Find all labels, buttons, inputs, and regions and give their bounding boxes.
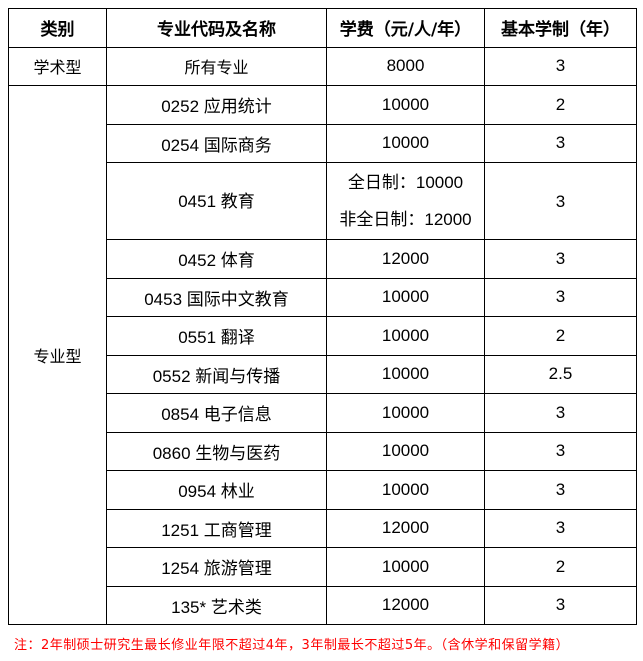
table-row: 0552 新闻与传播 10000 2.5 bbox=[9, 354, 637, 394]
category-cell: 专业型 bbox=[8, 85, 107, 625]
fee-cell: 10000 bbox=[326, 316, 485, 356]
table-row: 0254 国际商务 10000 3 bbox=[9, 123, 637, 163]
table-row: 1251 工商管理 12000 3 bbox=[9, 508, 637, 548]
table-row: 0451 教育 全日制：10000 非全日制：12000 3 bbox=[9, 162, 637, 240]
years-cell: 3 bbox=[484, 162, 637, 240]
years-cell: 3 bbox=[484, 277, 637, 317]
fee-cell: 10000 bbox=[326, 431, 485, 471]
major-cell: 0451 教育 bbox=[106, 162, 327, 240]
years-cell: 3 bbox=[484, 46, 637, 86]
table-row: 专业型 0252 应用统计 10000 2 bbox=[8, 85, 637, 625]
fee-cell: 10000 bbox=[326, 85, 485, 125]
fee-cell: 10000 bbox=[326, 547, 485, 587]
years-cell: 3 bbox=[484, 508, 637, 548]
fee-cell: 10000 bbox=[326, 393, 485, 433]
major-cell: 0254 国际商务 bbox=[106, 123, 327, 163]
major-cell: 0552 新闻与传播 bbox=[106, 354, 327, 394]
fee-cell: 10000 bbox=[326, 354, 485, 394]
fee-full-time: 全日制：10000 bbox=[347, 173, 464, 192]
major-cell: 1254 旅游管理 bbox=[106, 547, 327, 587]
fee-cell: 12000 bbox=[326, 585, 485, 625]
header-category: 类别 bbox=[8, 8, 107, 48]
fee-cell: 10000 bbox=[326, 470, 485, 510]
table-row: 135* 艺术类 12000 3 bbox=[9, 585, 637, 625]
years-cell: 2 bbox=[484, 316, 637, 356]
years-cell: 2 bbox=[484, 85, 637, 125]
major-cell: 0452 体育 bbox=[106, 239, 327, 279]
header-years: 基本学制（年） bbox=[484, 8, 637, 48]
major-cell: 135* 艺术类 bbox=[106, 585, 327, 625]
tuition-table: 类别 专业代码及名称 学费（元/人/年） 基本学制（年） 学术型 所有专业 80… bbox=[8, 8, 637, 625]
header-row: 类别 专业代码及名称 学费（元/人/年） 基本学制（年） bbox=[8, 8, 637, 48]
major-cell: 0854 电子信息 bbox=[106, 393, 327, 433]
fee-cell: 8000 bbox=[326, 46, 485, 86]
years-cell: 3 bbox=[484, 393, 637, 433]
table-row: 0551 翻译 10000 2 bbox=[9, 316, 637, 356]
fee-cell: 12000 bbox=[326, 508, 485, 548]
fee-part-time: 非全日制：12000 bbox=[339, 210, 472, 229]
fee-cell: 12000 bbox=[326, 239, 485, 279]
table-row: 0854 电子信息 10000 3 bbox=[9, 393, 637, 433]
years-cell: 2 bbox=[484, 547, 637, 587]
table-row: 0453 国际中文教育 10000 3 bbox=[9, 277, 637, 317]
major-cell: 1251 工商管理 bbox=[106, 508, 327, 548]
fee-cell: 10000 bbox=[326, 123, 485, 163]
header-fee: 学费（元/人/年） bbox=[326, 8, 485, 48]
years-cell: 3 bbox=[484, 239, 637, 279]
fee-cell: 全日制：10000 非全日制：12000 bbox=[326, 162, 485, 240]
table-row: 1254 旅游管理 10000 2 bbox=[9, 547, 637, 587]
years-cell: 3 bbox=[484, 470, 637, 510]
major-cell: 0860 生物与医药 bbox=[106, 431, 327, 471]
major-cell: 0252 应用统计 bbox=[106, 85, 327, 125]
years-cell: 3 bbox=[484, 431, 637, 471]
major-cell: 0551 翻译 bbox=[106, 316, 327, 356]
header-major: 专业代码及名称 bbox=[106, 8, 327, 48]
major-cell: 0453 国际中文教育 bbox=[106, 277, 327, 317]
table-row: 0954 林业 10000 3 bbox=[9, 470, 637, 510]
footnote: 注：2年制硕士研究生最长修业年限不超过4年，3年制最长不超过5年。（含休学和保留… bbox=[14, 638, 570, 653]
years-cell: 3 bbox=[484, 585, 637, 625]
table-row: 0452 体育 12000 3 bbox=[9, 239, 637, 279]
fee-cell: 10000 bbox=[326, 277, 485, 317]
table-row: 学术型 所有专业 8000 3 bbox=[8, 46, 637, 86]
years-cell: 2.5 bbox=[484, 354, 637, 394]
major-cell: 0954 林业 bbox=[106, 470, 327, 510]
years-cell: 3 bbox=[484, 123, 637, 163]
category-cell: 学术型 bbox=[8, 46, 107, 86]
major-cell: 所有专业 bbox=[106, 46, 327, 86]
